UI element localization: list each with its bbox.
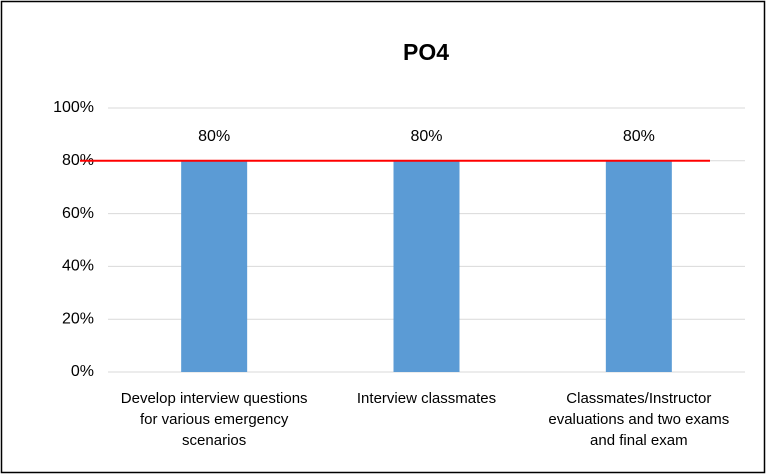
y-tick-label: 20% [62, 310, 94, 327]
y-tick-label: 100% [53, 99, 94, 116]
chart-title: PO4 [403, 39, 449, 65]
value-label: 80% [410, 128, 442, 145]
value-label: 80% [198, 128, 230, 145]
x-tick-label: Interview classmates [356, 390, 497, 407]
y-tick-label: 0% [71, 363, 94, 380]
bar [181, 160, 248, 372]
value-label: 80% [623, 128, 655, 145]
y-tick-label: 60% [62, 205, 94, 222]
y-tick-label: 40% [62, 258, 94, 275]
x-tick-label: Classmates/Instructor evaluations and tw… [548, 390, 730, 449]
bar [393, 160, 460, 372]
bar [605, 160, 672, 372]
x-tick-label: Develop interview questions for various … [120, 390, 308, 449]
y-tick-label: 80% [62, 152, 94, 169]
